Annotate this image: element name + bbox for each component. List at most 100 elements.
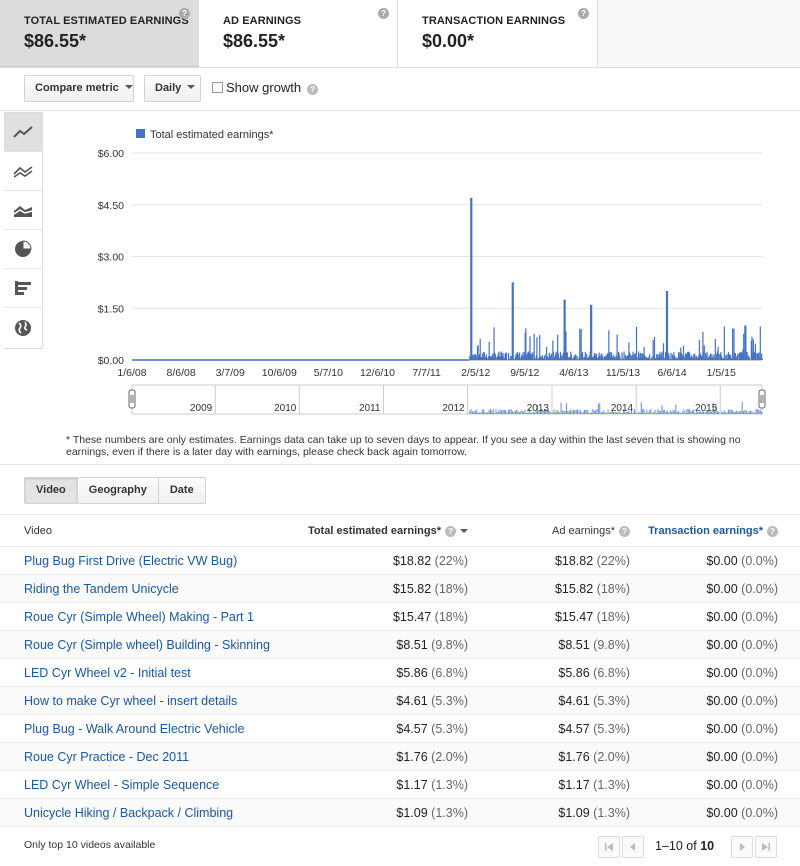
transaction-pct: (0.0%) xyxy=(741,638,778,652)
navigator-bar xyxy=(512,411,514,414)
navigator-bar xyxy=(542,410,544,414)
next-page-button[interactable] xyxy=(731,836,753,858)
dimension-tabs: Video Geography Date xyxy=(24,477,206,504)
navigator-bar xyxy=(480,412,482,414)
navigator-bar xyxy=(631,410,633,414)
help-icon[interactable]: ? xyxy=(179,8,190,19)
daily-bar xyxy=(646,357,648,360)
daily-bar xyxy=(704,358,706,360)
show-growth-control[interactable]: Show growth? xyxy=(212,80,319,95)
daily-bar xyxy=(649,354,651,360)
ad-earnings-cell: $1.17 (1.3%) xyxy=(558,778,630,792)
navigator-bar xyxy=(750,410,752,414)
header-total-earnings[interactable]: Total estimated earnings*? xyxy=(308,525,468,537)
navigator-bar xyxy=(516,409,518,414)
daily-bar xyxy=(641,353,643,360)
help-icon[interactable]: ? xyxy=(378,8,389,19)
daily-bar xyxy=(541,355,544,360)
stacked-area-button[interactable] xyxy=(4,191,42,230)
daily-bar xyxy=(658,355,660,360)
navigator-bar xyxy=(525,412,527,414)
video-title-link[interactable]: Riding the Tandem Unicycle xyxy=(24,582,179,596)
video-title-link[interactable]: Plug Bug - Walk Around Electric Vehicle xyxy=(24,722,245,736)
navigator-bar xyxy=(617,412,619,414)
earnings-table: Video Total estimated earnings*? Ad earn… xyxy=(0,514,800,827)
multi-line-chart-button[interactable] xyxy=(4,152,42,191)
daily-bar xyxy=(548,352,550,360)
daily-bar xyxy=(501,355,503,360)
navigator-bar xyxy=(679,412,681,414)
help-icon[interactable]: ? xyxy=(767,526,778,537)
video-title-link[interactable]: LED Cyr Wheel v2 - Initial test xyxy=(24,666,191,680)
x-tick-label: 1/6/08 xyxy=(117,367,146,379)
video-title-link[interactable]: Plug Bug First Drive (Electric VW Bug) xyxy=(24,554,238,568)
show-growth-checkbox[interactable] xyxy=(212,82,223,93)
navigator-bar xyxy=(625,412,627,414)
tab-geography[interactable]: Geography xyxy=(77,478,159,503)
pie-chart-button[interactable] xyxy=(4,230,42,269)
navigator-bar xyxy=(651,412,653,414)
help-icon[interactable]: ? xyxy=(445,526,456,537)
video-title-link[interactable]: Roue Cyr Practice - Dec 2011 xyxy=(24,750,190,764)
navigator-bar xyxy=(707,410,709,414)
metric-card-total-earnings[interactable]: TOTAL ESTIMATED EARNINGS $86.55* ? xyxy=(0,0,199,67)
interval-dropdown[interactable]: Daily xyxy=(144,75,201,102)
help-icon[interactable]: ? xyxy=(307,84,319,95)
help-icon[interactable]: ? xyxy=(578,8,589,19)
daily-bar xyxy=(502,353,504,360)
video-title-link[interactable]: Roue Cyr (Simple wheel) Building - Skinn… xyxy=(24,638,270,652)
navigator-bar xyxy=(541,409,543,414)
navigator-bar xyxy=(514,410,516,414)
bar-chart-button[interactable] xyxy=(4,269,42,308)
navigator-bar xyxy=(477,412,479,414)
daily-bar xyxy=(598,352,600,360)
daily-bar xyxy=(527,352,529,360)
prev-page-button[interactable] xyxy=(622,836,644,858)
video-title-link[interactable]: How to make Cyr wheel - insert details xyxy=(24,694,238,708)
header-transaction-earnings[interactable]: Transaction earnings*? xyxy=(648,525,778,537)
line-chart-button[interactable] xyxy=(4,113,42,152)
compare-metric-dropdown[interactable]: Compare metric xyxy=(24,75,134,102)
help-icon[interactable]: ? xyxy=(619,526,630,537)
ad-earnings-cell: $15.82 (18%) xyxy=(555,582,630,596)
daily-bar xyxy=(671,354,674,360)
daily-bar xyxy=(633,354,636,360)
header-ad-earnings[interactable]: Ad earnings*? xyxy=(552,525,630,537)
navigator-bar xyxy=(751,411,753,414)
first-page-button[interactable] xyxy=(598,836,620,858)
video-title-link[interactable]: Roue Cyr (Simple Wheel) Making - Part 1 xyxy=(24,610,254,624)
daily-bar xyxy=(729,354,731,360)
video-title-link[interactable]: Unicycle Hiking / Backpack / Climbing xyxy=(24,806,234,820)
navigator-bar xyxy=(729,409,731,414)
video-title-link[interactable]: LED Cyr Wheel - Simple Sequence xyxy=(24,778,220,792)
video-cell: How to make Cyr wheel - insert details xyxy=(24,694,237,708)
daily-bar xyxy=(545,353,547,360)
table-row: Roue Cyr (Simple wheel) Building - Skinn… xyxy=(0,631,800,659)
daily-bar xyxy=(525,328,527,360)
daily-bar xyxy=(626,355,628,360)
x-tick-label: 9/5/12 xyxy=(510,367,539,379)
header-video[interactable]: Video xyxy=(24,525,52,537)
navigator-bar xyxy=(496,412,498,414)
tab-video[interactable]: Video xyxy=(25,478,78,503)
daily-bar xyxy=(676,358,678,360)
navigator-bar xyxy=(549,411,551,414)
daily-bar xyxy=(702,331,704,360)
line-chart-icon xyxy=(13,126,33,138)
map-chart-button[interactable] xyxy=(4,308,42,347)
metric-card-ad-earnings[interactable]: AD EARNINGS $86.55* ? xyxy=(199,0,398,67)
video-cell: LED Cyr Wheel v2 - Initial test xyxy=(24,666,191,680)
daily-bar xyxy=(655,359,657,360)
earnings-chart-svg[interactable]: Total estimated earnings* $0.00 $1.50 $3.00… xyxy=(48,112,800,432)
daily-bar xyxy=(613,355,615,360)
daily-bar xyxy=(646,358,649,360)
daily-bar xyxy=(591,357,593,360)
tab-date[interactable]: Date xyxy=(158,478,205,503)
last-page-button[interactable] xyxy=(755,836,777,858)
daily-bar xyxy=(611,356,613,360)
navigator-bar xyxy=(560,402,562,414)
navigator-bar xyxy=(530,412,532,414)
navigator-year-label: 2010 xyxy=(274,403,297,414)
total-earnings-cell: $15.82 (18%) xyxy=(393,582,468,596)
metric-card-transaction-earnings[interactable]: TRANSACTION EARNINGS $0.00* ? xyxy=(398,0,598,67)
